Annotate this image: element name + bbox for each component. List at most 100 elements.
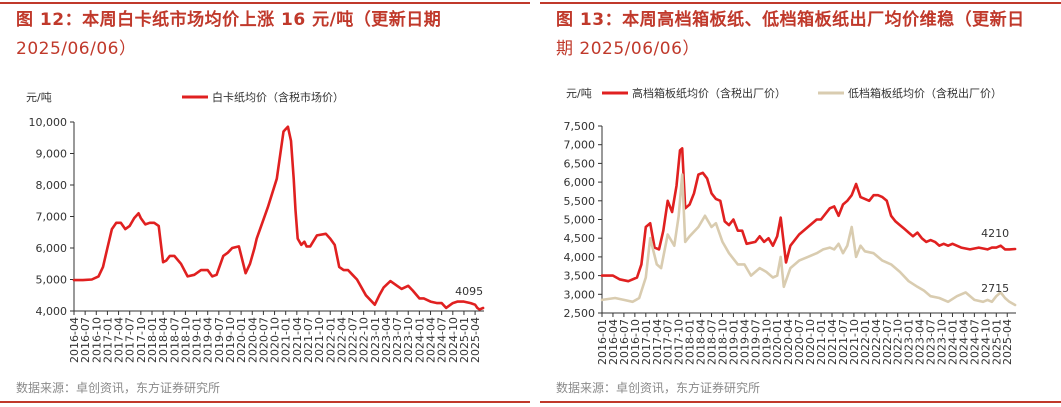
x-tick-label: 2022-01 [324,317,337,363]
x-tick-label: 2019-07 [749,319,762,365]
white-cardboard-price-chart: 元/吨 4,000 5,000 6,000 7,000 8,000 9,000 10,000 2… [26,90,485,363]
x-tick-label: 2017-04 [651,319,664,365]
chart-title-date: 期 2025/06/06） [556,39,700,59]
y-tick-label: 5,500 [564,195,596,208]
y-tick-label: 7,000 [564,139,596,152]
chart-panel-containerboard: 图 13：本周高档箱板纸、低档箱板纸出厂均价维稳（更新日 期 2025/06/0… [540,0,1061,407]
x-tick-label: 2023-04 [380,317,393,363]
x-tick-label: 2016-10 [90,317,103,363]
x-tick-label: 2024-01 [946,319,959,365]
x-tick-label: 2022-04 [870,319,883,365]
x-tick-label: 2023-01 [369,317,382,363]
x-tick-label: 2019-04 [738,319,751,365]
x-tick-label: 2021-07 [837,319,850,365]
x-tick-label: 2021-01 [815,319,828,365]
end-value-label: 2715 [981,282,1009,295]
y-tick-label: 5,000 [564,214,596,227]
x-tick-label: 2020-10 [269,317,282,363]
x-tick-label: 2023-07 [925,319,938,365]
x-tick-label: 2023-10 [936,319,949,365]
x-tick-label: 2024-04 [425,317,438,363]
y-tick-label: 2,500 [564,307,596,320]
x-tick-label: 2018-07 [706,319,719,365]
y-tick-label: 9,000 [36,148,68,161]
x-tick-label: 2019-10 [760,319,773,365]
x-tick-label: 2021-10 [313,317,326,363]
end-value-label: 4095 [455,285,483,298]
x-tick-label: 2022-07 [347,317,360,363]
bottom-rule [0,401,530,403]
x-tick-label: 2023-04 [914,319,927,365]
x-tick-label: 2017-10 [673,319,686,365]
top-rule [0,2,530,4]
x-tick-label: 2024-07 [436,317,449,363]
x-tick-label: 2023-10 [402,317,415,363]
x-tick-label: 2019-07 [213,317,226,363]
end-value-label: 4210 [981,227,1009,240]
y-unit-label: 元/吨 [26,91,52,104]
y-tick-label: 6,000 [36,242,68,255]
x-tick-label: 2025-04 [1001,319,1014,365]
y-tick-label: 4,000 [36,305,68,318]
x-tick-label: 2017-01 [101,317,114,363]
y-tick-label: 4,000 [564,251,596,264]
x-tick-label: 2022-10 [892,319,905,365]
chart-title-main: 图 12：本周白卡纸市场均价上涨 16 元/吨（更新日期 [16,10,442,30]
chart-panel-white-cardboard: 图 12：本周白卡纸市场均价上涨 16 元/吨（更新日期 2025/06/06）… [0,0,530,407]
x-tick-label: 2016-07 [79,317,92,363]
x-tick-label: 2019-01 [727,319,740,365]
y-unit-label: 元/吨 [566,87,592,100]
x-tick-label: 2018-01 [684,319,697,365]
x-tick-label: 2020-04 [246,317,259,363]
x-tick-label: 2022-10 [358,317,371,363]
series-line [72,125,485,311]
x-tick-label: 2025-01 [990,319,1003,365]
legend-label: 白卡纸均价（含税市场价） [212,90,344,104]
x-tick-label: 2017-10 [135,317,148,363]
x-tick-label: 2025-01 [458,317,471,363]
legend-label: 高档箱板纸均价（含税出厂价） [632,86,786,100]
x-tick-label: 2022-04 [335,317,348,363]
containerboard-price-chart: 元/吨 2,500 3,000 3,500 4,000 4,500 5,000 5,500 6,… [564,86,1017,365]
y-tick-label: 4,500 [564,232,596,245]
x-tick-label: 2019-04 [202,317,215,363]
x-tick-label: 2020-10 [804,319,817,365]
x-tick-label: 2024-10 [447,317,460,363]
y-tick-label: 8,000 [36,179,68,192]
x-tick-label: 2024-10 [979,319,992,365]
y-tick-label: 3,000 [564,288,596,301]
x-tick-label: 2018-04 [157,317,170,363]
x-tick-label: 2017-07 [662,319,675,365]
x-tick-label: 2017-04 [113,317,126,363]
x-tick-label: 2024-04 [957,319,970,365]
top-rule [540,2,1061,4]
x-tick-label: 2016-10 [629,319,642,365]
x-tick-label: 2022-07 [881,319,894,365]
source-note: 数据来源：卓创资讯，东方证券研究所 [556,381,761,395]
chart-title: 图 13：本周高档箱板纸、低档箱板纸出厂均价维稳（更新日 期 2025/06/0… [556,6,1061,64]
chart-title-main: 图 13：本周高档箱板纸、低档箱板纸出厂均价维稳（更新日 [556,10,1025,30]
x-tick-label: 2020-01 [235,317,248,363]
y-tick-label: 7,500 [564,120,596,133]
x-tick-label: 2019-01 [191,317,204,363]
y-tick-label: 6,000 [564,176,596,189]
x-tick-label: 2017-07 [124,317,137,363]
x-tick-label: 2020-07 [257,317,270,363]
x-tick-label: 2020-04 [782,319,795,365]
chart-title: 图 12：本周白卡纸市场均价上涨 16 元/吨（更新日期 2025/06/06） [16,6,521,64]
x-tick-label: 2024-07 [968,319,981,365]
legend-label: 低档箱板纸均价（含税出厂价） [848,86,1002,100]
series-line [600,147,1017,283]
y-tick-label: 6,500 [564,157,596,170]
y-tick-label: 3,500 [564,270,596,283]
bottom-rule [540,401,1061,403]
x-tick-label: 2018-07 [168,317,181,363]
x-tick-label: 2021-04 [291,317,304,363]
x-tick-label: 2016-04 [68,317,81,363]
x-tick-label: 2018-01 [146,317,159,363]
x-tick-label: 2023-07 [391,317,404,363]
x-tick-label: 2021-10 [848,319,861,365]
x-tick-label: 2025-04 [469,317,482,363]
x-tick-label: 2016-07 [618,319,631,365]
x-tick-label: 2021-01 [280,317,293,363]
